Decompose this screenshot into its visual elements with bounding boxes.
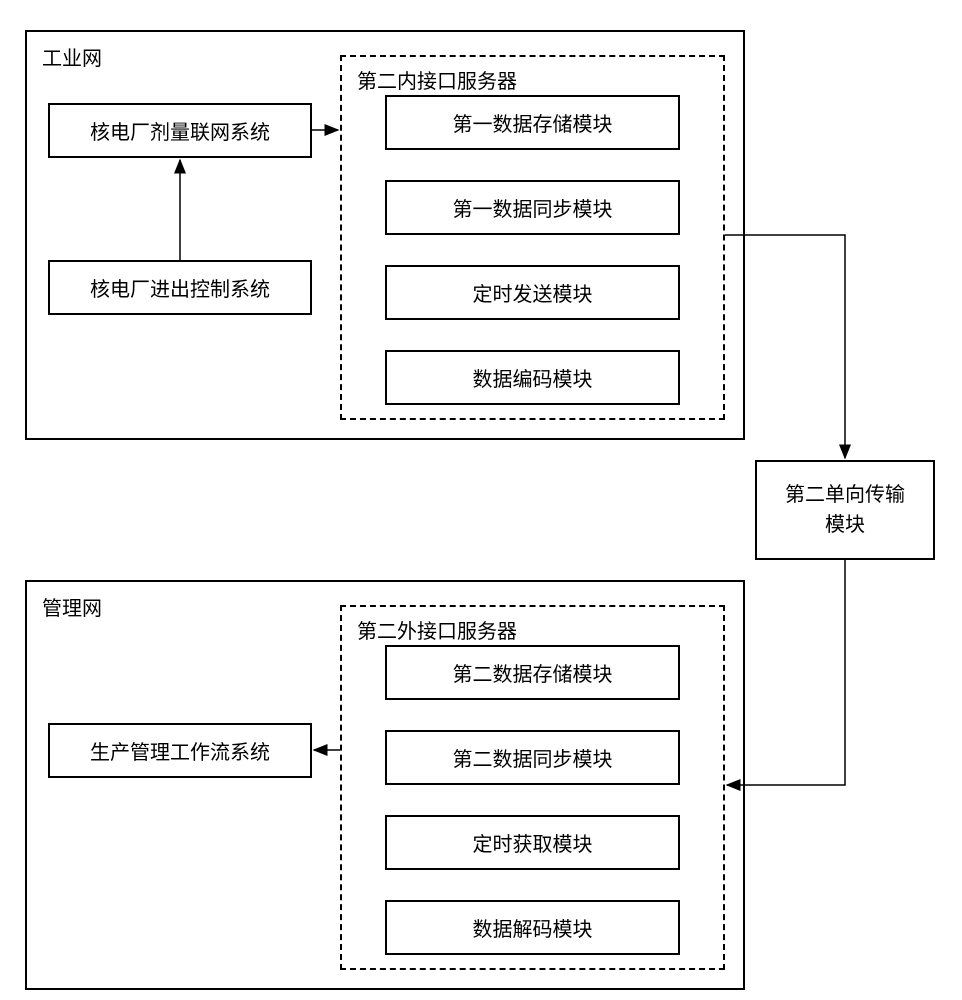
module-text-1: 第一数据存储模块 [453, 108, 613, 137]
transmission-module-box: 第二单向传输 模块 [755, 460, 935, 560]
module-text-4: 数据编码模块 [473, 363, 593, 392]
module-box-b3: 定时获取模块 [385, 815, 680, 870]
module-box-b4: 数据解码模块 [385, 900, 680, 955]
module-box-1: 第一数据存储模块 [385, 95, 680, 150]
outer-interface-server-label: 第二外接口服务器 [357, 615, 517, 644]
transmission-module-text: 第二单向传输 模块 [785, 480, 905, 540]
management-network-label: 管理网 [42, 592, 102, 621]
workflow-system-text: 生产管理工作流系统 [90, 736, 270, 765]
module-text-2: 第一数据同步模块 [453, 193, 613, 222]
module-box-b2: 第二数据同步模块 [385, 730, 680, 785]
module-text-b3: 定时获取模块 [473, 828, 593, 857]
module-box-2: 第一数据同步模块 [385, 180, 680, 235]
module-box-4: 数据编码模块 [385, 350, 680, 405]
access-control-box: 核电厂进出控制系统 [48, 260, 312, 315]
industrial-network-label: 工业网 [42, 42, 102, 71]
module-box-3: 定时发送模块 [385, 265, 680, 320]
module-text-b4: 数据解码模块 [473, 913, 593, 942]
workflow-system-box: 生产管理工作流系统 [48, 723, 312, 778]
dosage-system-text: 核电厂剂量联网系统 [90, 116, 270, 145]
module-text-3: 定时发送模块 [473, 278, 593, 307]
access-control-text: 核电厂进出控制系统 [90, 273, 270, 302]
module-text-b2: 第二数据同步模块 [453, 743, 613, 772]
dosage-system-box: 核电厂剂量联网系统 [48, 103, 312, 158]
inner-interface-server-label: 第二内接口服务器 [357, 65, 517, 94]
module-text-b1: 第二数据存储模块 [453, 658, 613, 687]
module-box-b1: 第二数据存储模块 [385, 645, 680, 700]
